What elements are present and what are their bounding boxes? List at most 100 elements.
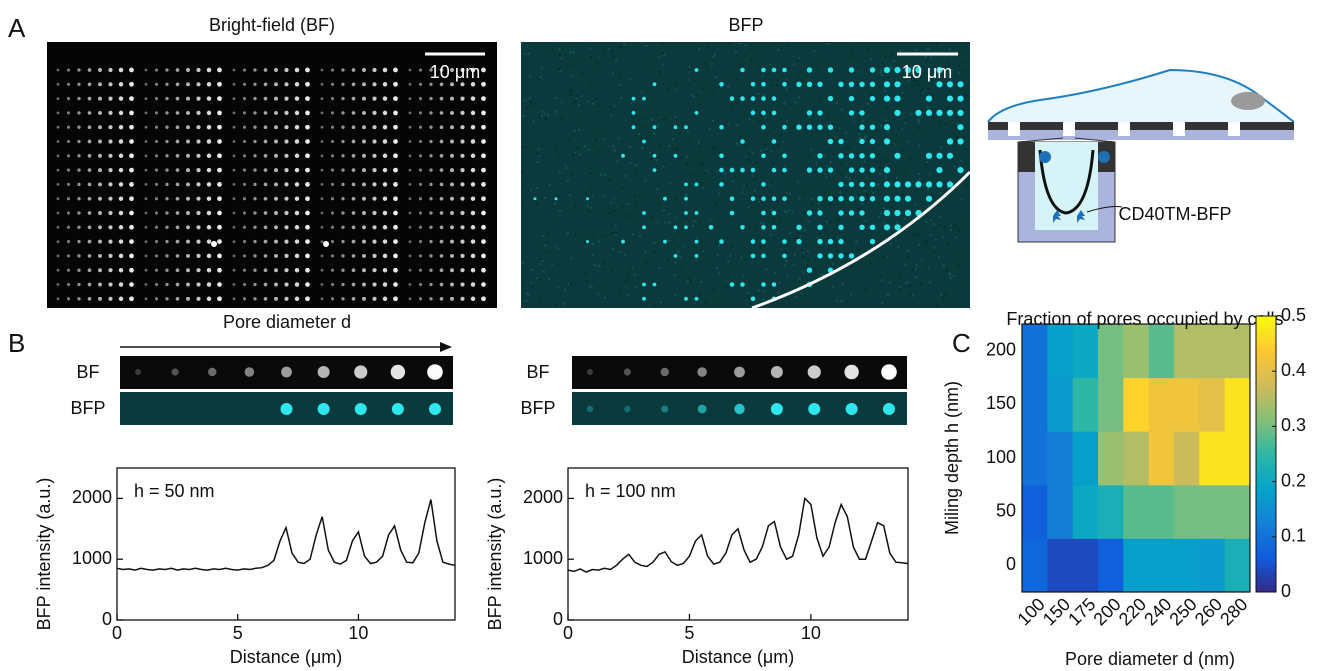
noise: [530, 282, 533, 285]
noise: [959, 255, 962, 258]
pore-signal: [838, 81, 844, 88]
pore: [330, 268, 335, 272]
noise: [939, 223, 942, 226]
noise: [901, 149, 904, 152]
pore: [253, 96, 257, 101]
pore: [196, 153, 201, 158]
pore: [108, 125, 113, 130]
pore: [232, 97, 236, 100]
noise: [740, 64, 743, 67]
pore-signal: [771, 282, 777, 287]
pore: [66, 254, 71, 258]
pore: [460, 182, 465, 187]
pore: [418, 139, 423, 144]
noise: [633, 273, 636, 276]
pore-signal: [925, 109, 933, 116]
pore-signal: [883, 81, 891, 88]
pore-signal: [631, 125, 636, 130]
pore: [450, 253, 454, 258]
pore: [154, 111, 159, 115]
noise: [574, 151, 577, 154]
pore-signal: [694, 296, 699, 301]
pore: [98, 153, 102, 158]
noise: [892, 274, 895, 277]
noise: [628, 145, 631, 148]
pore-signal: [734, 403, 745, 415]
noise: [933, 246, 936, 249]
pore: [144, 183, 148, 186]
heatmap-cell: [1174, 484, 1200, 539]
noise: [620, 187, 623, 190]
noise: [757, 68, 760, 71]
noise: [529, 188, 532, 191]
noise: [886, 76, 889, 79]
pore: [439, 254, 444, 258]
pore: [427, 364, 443, 380]
noise: [709, 219, 712, 222]
pore: [439, 268, 444, 273]
pore: [98, 68, 102, 72]
noise: [869, 263, 872, 266]
heatmap-cell: [1123, 431, 1150, 486]
pore: [418, 240, 423, 244]
schematic-label: CD40TM-BFP: [1118, 204, 1231, 224]
pore-signal: [883, 195, 891, 202]
pore: [253, 197, 257, 201]
noise: [911, 211, 914, 214]
pore-signal: [652, 282, 657, 287]
pore-signal: [848, 153, 855, 159]
pore: [408, 297, 412, 301]
pore: [154, 211, 159, 215]
noise: [816, 236, 819, 239]
pore-signal: [859, 110, 865, 116]
pore: [196, 125, 201, 130]
noise: [711, 63, 714, 66]
noise: [585, 280, 588, 283]
noise: [832, 263, 835, 266]
pore: [129, 139, 134, 144]
noise: [835, 102, 838, 105]
noise: [863, 61, 866, 64]
pore-signal: [817, 238, 823, 245]
noise: [651, 118, 654, 121]
pore: [206, 110, 212, 116]
noise: [616, 160, 619, 163]
x-tick-label: 5: [233, 623, 243, 643]
pore: [217, 267, 222, 273]
pore: [108, 225, 113, 230]
pore-signal: [740, 67, 745, 73]
pore: [56, 125, 60, 129]
pore: [320, 111, 324, 115]
pore-signal: [554, 197, 558, 201]
pore: [242, 225, 247, 229]
noise: [931, 42, 934, 45]
heatmap-cell: [1022, 484, 1048, 539]
pore: [408, 197, 412, 201]
noise: [744, 258, 747, 261]
pore: [294, 153, 300, 159]
pore: [284, 282, 289, 287]
colorbar-tick-label: 0.3: [1281, 415, 1306, 435]
noise: [917, 118, 920, 121]
noise: [878, 216, 881, 219]
noise: [592, 243, 595, 246]
noise: [589, 188, 592, 191]
heatmap-cell: [1123, 538, 1150, 593]
noise: [948, 48, 951, 51]
noise: [898, 277, 901, 280]
pore: [253, 154, 257, 158]
pore: [450, 239, 454, 244]
pore: [418, 268, 423, 272]
pore: [154, 168, 159, 172]
noise: [748, 118, 751, 121]
pore: [87, 168, 92, 172]
noise: [601, 286, 604, 289]
noise: [812, 97, 815, 100]
pore: [118, 225, 124, 230]
pore: [98, 225, 102, 230]
noise: [924, 55, 927, 58]
noise: [823, 154, 826, 157]
noise: [903, 121, 906, 124]
noise: [844, 153, 847, 156]
colorbar-tick-label: 0.2: [1281, 470, 1306, 490]
